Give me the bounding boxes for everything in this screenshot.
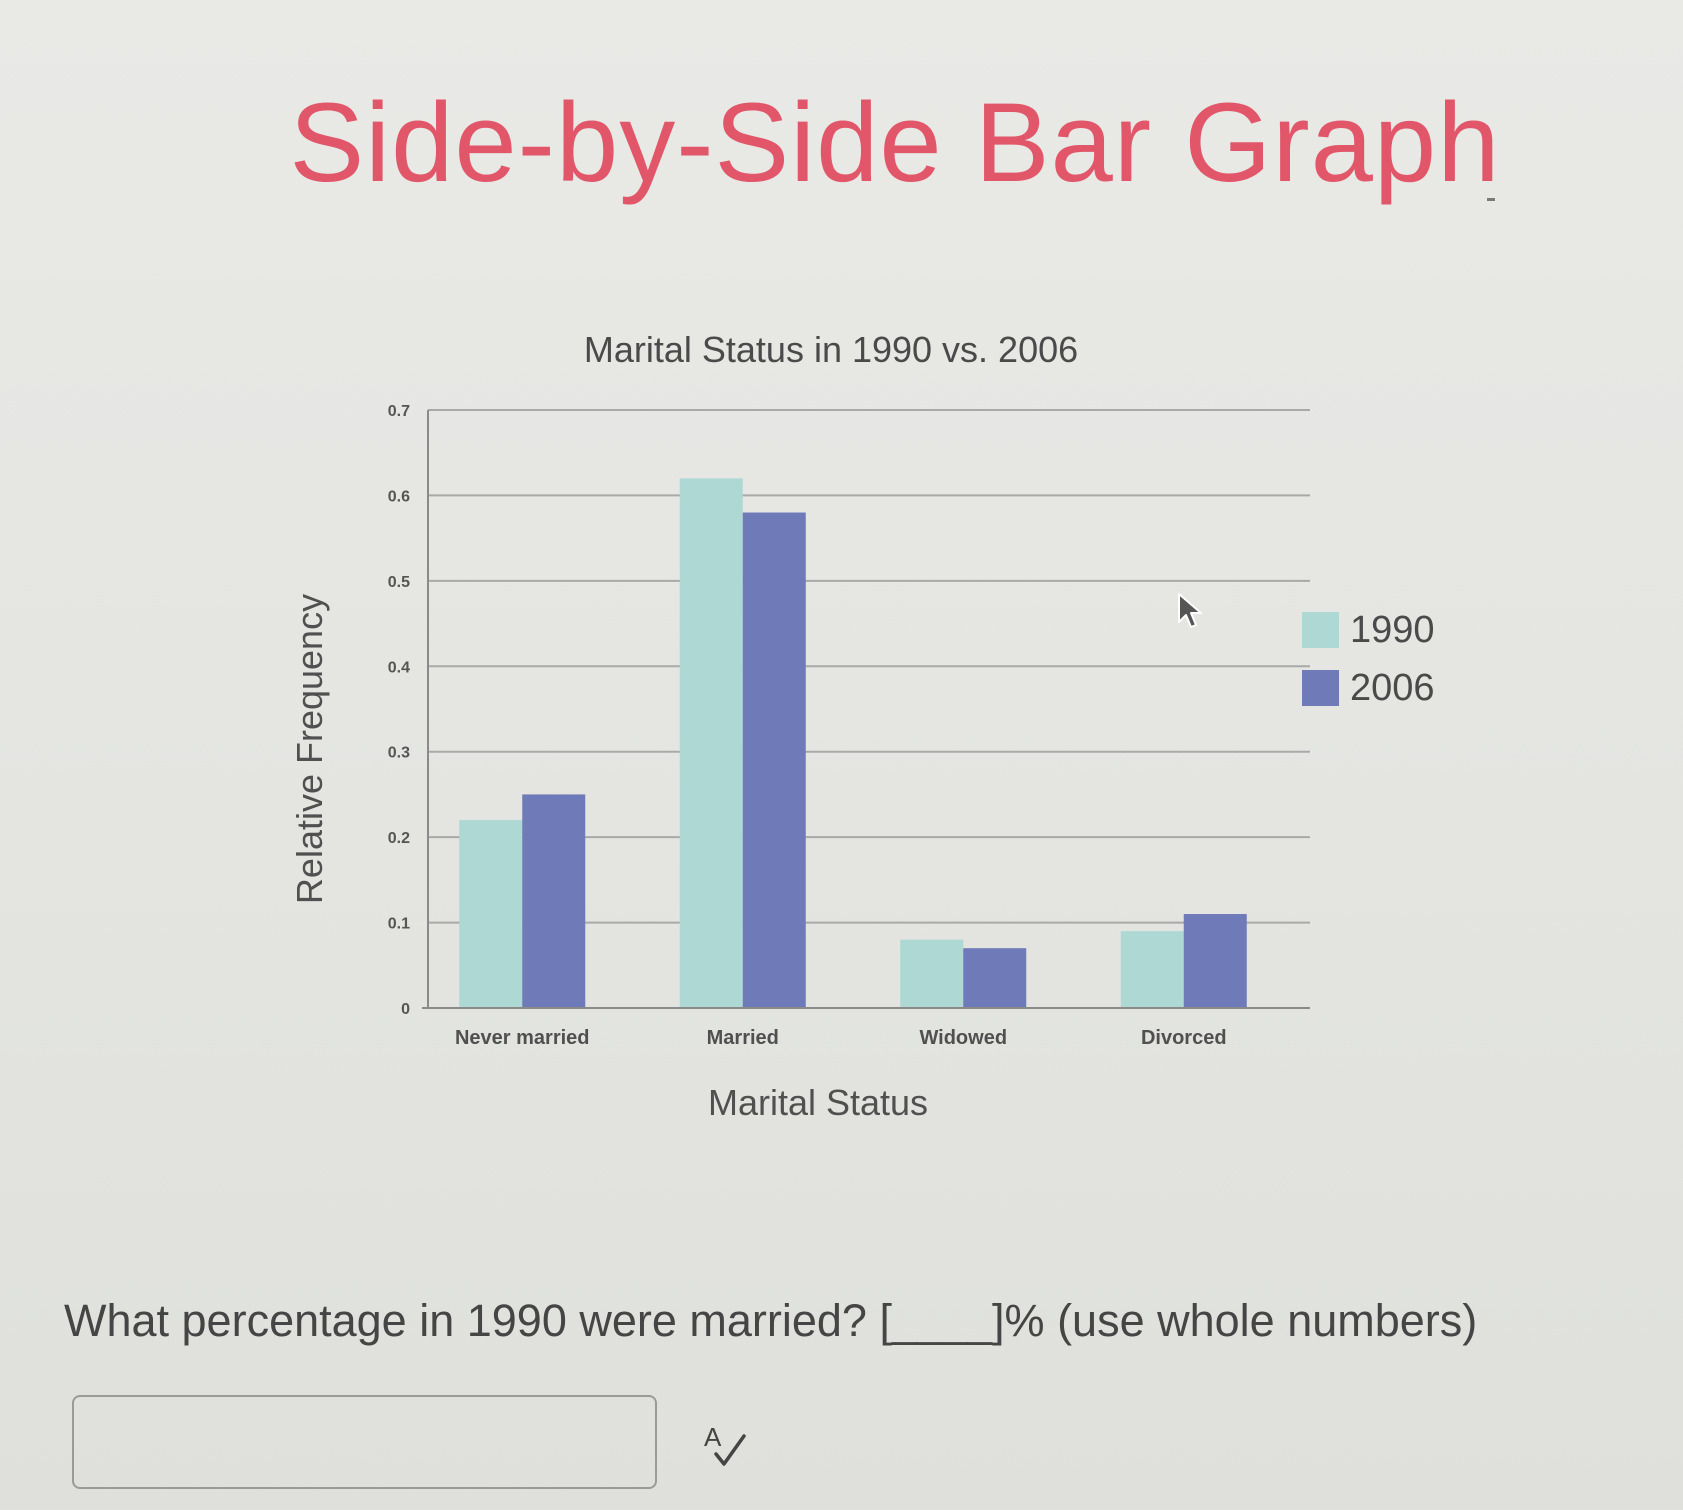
y-tick-label: 0.1	[388, 916, 410, 933]
legend-swatch-1990	[1302, 612, 1339, 648]
x-category-labels: Never married Married Widowed Divorced	[455, 1027, 1227, 1049]
bar-1990	[679, 478, 743, 1008]
bar-2006	[1183, 914, 1247, 1008]
y-tick-label: 0.3	[388, 745, 410, 762]
bars	[459, 478, 1247, 1008]
legend-label-1990: 1990	[1350, 609, 1435, 651]
mouse-pointer-icon	[1178, 593, 1202, 628]
answer-input[interactable]	[72, 1395, 657, 1489]
stray-mark	[1487, 198, 1495, 201]
y-axis-label: Relative Frequency	[289, 594, 330, 904]
svg-text:A: A	[704, 1422, 722, 1452]
x-category-label: Never married	[455, 1027, 590, 1049]
y-tick-label: 0.2	[388, 830, 410, 847]
x-category-label: Married	[707, 1027, 779, 1049]
y-tick-label: 0.7	[388, 403, 410, 420]
y-tick-label: 0.5	[388, 574, 410, 591]
bar-1990	[1120, 931, 1184, 1008]
y-tick-label: 0.4	[388, 659, 410, 676]
bar-1990	[459, 820, 523, 1008]
y-tick-label: 0.6	[388, 488, 410, 505]
chart-title: Marital Status in 1990 vs. 2006	[584, 329, 1078, 370]
bar-1990	[900, 939, 964, 1008]
legend-label-2006: 2006	[1350, 667, 1435, 709]
legend: 1990 2006	[1302, 609, 1435, 709]
spellcheck-icon[interactable]: A	[700, 1420, 752, 1472]
bar-2006	[522, 794, 586, 1008]
bar-2006	[742, 512, 806, 1008]
x-category-label: Widowed	[919, 1027, 1007, 1049]
x-axis-label: Marital Status	[708, 1082, 928, 1123]
legend-swatch-2006	[1302, 670, 1339, 706]
bar-2006	[963, 948, 1027, 1008]
slide-title: Side-by-Side Bar Graph	[289, 80, 1501, 205]
x-category-label: Divorced	[1141, 1027, 1227, 1049]
question-text: What percentage in 1990 were married? [_…	[64, 1295, 1478, 1346]
y-tick-labels: 0 0.1 0.2 0.3 0.4 0.5 0.6 0.7	[388, 403, 410, 1018]
y-tick-label: 0	[401, 1001, 410, 1018]
bar-chart: 0 0.1 0.2 0.3 0.4 0.5 0.6 0.7 Never married Marr…	[289, 329, 1435, 1123]
axes	[422, 410, 1310, 1009]
